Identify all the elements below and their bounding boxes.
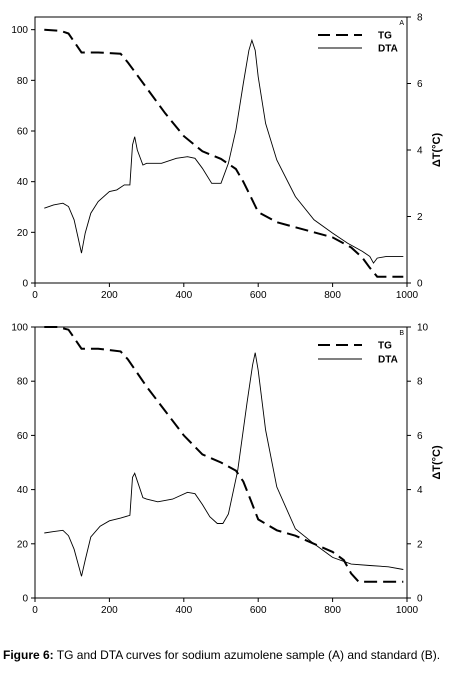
x-tick-label: 1000 — [396, 290, 419, 301]
y-left-tick-label: 80 — [17, 377, 29, 388]
y-right-axis-label: ΔT(°C) — [431, 133, 443, 168]
legend-label-dta: DTA — [378, 44, 398, 55]
x-tick-label: 600 — [250, 605, 267, 616]
y-right-tick-label: 6 — [417, 431, 423, 442]
series-line-dta — [44, 352, 404, 577]
x-tick-label: 200 — [101, 605, 118, 616]
y-right-tick-label: 4 — [417, 146, 423, 157]
figure-caption: Figure 6: TG and DTA curves for sodium a… — [3, 647, 458, 663]
y-left-tick-label: 40 — [17, 485, 29, 496]
x-tick-label: 200 — [101, 290, 118, 301]
y-right-tick-label: 8 — [417, 13, 423, 24]
y-left-tick-label: 20 — [17, 539, 29, 550]
x-tick-label: 600 — [250, 290, 267, 301]
y-left-tick-label: 0 — [22, 594, 28, 605]
y-left-tick-label: 20 — [17, 228, 29, 239]
y-right-axis-label: ΔT(°C) — [431, 445, 443, 480]
plot-frame — [34, 326, 408, 599]
panel-b-chart: 0 200 400 600 800 10000204060801000246810ΔT(°… — [11, 323, 443, 617]
x-tick-label: 0 — [32, 290, 38, 301]
y-right-tick-label: 0 — [417, 594, 423, 605]
y-left-tick-label: 80 — [17, 76, 29, 87]
plot-frame — [34, 16, 408, 284]
y-right-tick-label: 6 — [417, 79, 423, 90]
caption-text: TG and DTA curves for sodium azumolene s… — [53, 648, 441, 662]
y-left-tick-label: 60 — [17, 127, 29, 138]
series-line-tg — [44, 326, 404, 583]
series-line-dta — [44, 38, 404, 264]
legend-label-tg: TG — [378, 31, 392, 42]
x-tick-label: 0 — [32, 605, 38, 616]
figure-svg: 0 200 400 600 800 100002040608010002468ΔT(°C)… — [11, 13, 443, 617]
y-right-tick-label: 10 — [417, 323, 429, 334]
panel-label: A — [399, 20, 404, 27]
caption-label: Figure 6: — [3, 648, 54, 662]
y-left-tick-label: 0 — [22, 279, 28, 290]
panel-label: B — [399, 330, 404, 337]
legend-label-tg: TG — [378, 341, 392, 352]
y-right-tick-label: 2 — [417, 212, 423, 223]
y-left-tick-label: 40 — [17, 177, 29, 188]
y-right-tick-label: 0 — [417, 279, 423, 290]
x-tick-label: 400 — [175, 290, 192, 301]
x-tick-label: 800 — [324, 290, 341, 301]
y-right-tick-label: 8 — [417, 377, 423, 388]
x-tick-label: 800 — [324, 605, 341, 616]
y-left-tick-label: 60 — [17, 431, 29, 442]
series-line-tg — [44, 28, 404, 278]
y-right-tick-label: 4 — [417, 485, 423, 496]
x-tick-label: 1000 — [396, 605, 419, 616]
panel-a-chart: 0 200 400 600 800 100002040608010002468ΔT(°C)… — [11, 13, 443, 302]
y-left-tick-label: 100 — [11, 25, 28, 36]
y-right-tick-label: 2 — [417, 539, 423, 550]
legend-label-dta: DTA — [378, 355, 398, 366]
x-tick-label: 400 — [175, 605, 192, 616]
y-left-tick-label: 100 — [11, 323, 28, 334]
